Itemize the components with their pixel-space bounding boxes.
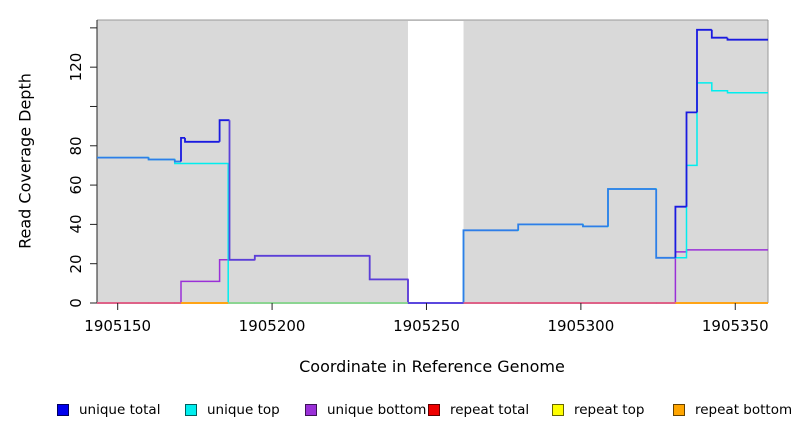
x-axis-title: Coordinate in Reference Genome [299, 357, 565, 376]
series-unique-total-segment [582, 224, 608, 228]
legend-item-repeat-top: repeat top [552, 402, 644, 418]
series-unique-total-segment [173, 159, 181, 163]
series-unique-total-segment [710, 29, 728, 39]
series-unique-total-segment [726, 37, 768, 41]
series-unique-total-segment [685, 111, 697, 207]
series-unique-total-segment [517, 223, 583, 231]
y-tick-label: 60 [67, 175, 85, 195]
legend-swatch-icon [552, 404, 564, 416]
legend-swatch-icon [428, 404, 440, 416]
x-tick-label: 1905250 [393, 317, 460, 335]
legend-label: repeat top [574, 402, 645, 418]
legend-label: repeat bottom [695, 402, 792, 418]
legend-swatch-icon [305, 404, 317, 416]
series-unique-total-segment [674, 205, 687, 258]
legend-item-unique-top: unique top [185, 402, 280, 418]
legend-item-unique-total: unique total [57, 402, 160, 418]
no-data-gap-region [407, 21, 464, 303]
legend-label: unique bottom [327, 402, 427, 418]
legend-label: unique top [207, 402, 280, 418]
legend-swatch-icon [57, 404, 69, 416]
series-unique-total-segment [184, 137, 220, 143]
y-tick-label: 120 [67, 52, 85, 82]
legend-label: unique total [79, 402, 161, 418]
y-axis-title: Read Coverage Depth [15, 73, 35, 249]
x-tick-label: 1905300 [547, 317, 615, 335]
x-tick-label: 1905200 [238, 317, 306, 335]
series-unique-total-segment [696, 28, 712, 113]
x-tick-label: 1905150 [84, 317, 152, 335]
y-tick-label: 20 [67, 254, 85, 274]
x-tick-label: 1905350 [701, 317, 769, 335]
legend-label: repeat total [450, 402, 530, 418]
series-unique-total-segment [607, 188, 657, 227]
series-unique-total-segment [147, 157, 175, 161]
legend-item-repeat-total: repeat total [428, 402, 529, 418]
legend-swatch-icon [185, 404, 197, 416]
series-unique-total-segment [253, 254, 370, 260]
y-tick-label: 0 [67, 298, 85, 308]
series-unique-total-segment [180, 137, 185, 162]
y-tick-label: 40 [67, 214, 85, 234]
legend-item-repeat-bottom: repeat bottom [673, 402, 792, 418]
legend-swatch-icon [673, 404, 685, 416]
series-unique-total-segment [228, 120, 255, 261]
legend-item-unique-bottom: unique bottom [305, 402, 426, 418]
series-unique-total-segment [218, 119, 230, 142]
y-tick-label: 80 [67, 136, 85, 156]
series-unique-total-segment [462, 229, 519, 303]
series-unique-total-segment [368, 255, 408, 281]
series-unique-total-segment [655, 189, 676, 259]
